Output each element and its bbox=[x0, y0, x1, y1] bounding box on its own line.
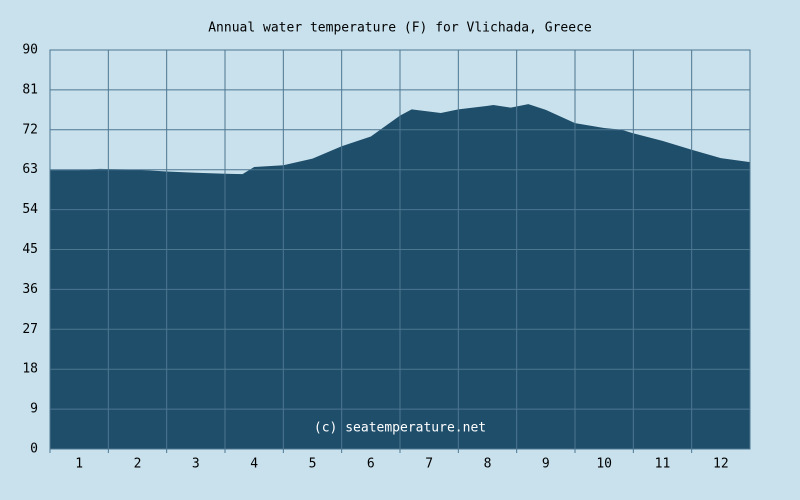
y-tick-label: 27 bbox=[22, 322, 38, 337]
y-tick-label: 72 bbox=[22, 122, 38, 137]
x-tick-label: 3 bbox=[192, 457, 200, 472]
y-tick-label: 54 bbox=[22, 202, 38, 217]
y-tick-label: 90 bbox=[22, 43, 38, 58]
x-tick-label: 2 bbox=[134, 457, 142, 472]
x-tick-label: 6 bbox=[367, 457, 375, 472]
y-tick-label: 45 bbox=[22, 242, 38, 257]
y-tick-label: 0 bbox=[30, 442, 38, 457]
x-tick-label: 12 bbox=[713, 457, 729, 472]
x-tick-label: 5 bbox=[309, 457, 317, 472]
y-tick-label: 9 bbox=[30, 402, 38, 417]
x-tick-label: 4 bbox=[250, 457, 258, 472]
x-tick-label: 1 bbox=[75, 457, 83, 472]
x-tick-label: 9 bbox=[542, 457, 550, 472]
watermark: (c) seatemperature.net bbox=[314, 421, 486, 436]
chart-title: Annual water temperature (F) for Vlichad… bbox=[208, 21, 592, 36]
y-tick-label: 81 bbox=[22, 82, 38, 97]
y-tick-label: 63 bbox=[22, 162, 38, 177]
x-tick-label: 7 bbox=[425, 457, 433, 472]
x-tick-label: 8 bbox=[484, 457, 492, 472]
x-tick-label: 11 bbox=[655, 457, 671, 472]
y-tick-label: 18 bbox=[22, 362, 38, 377]
y-tick-label: 36 bbox=[22, 282, 38, 297]
x-tick-label: 10 bbox=[596, 457, 612, 472]
